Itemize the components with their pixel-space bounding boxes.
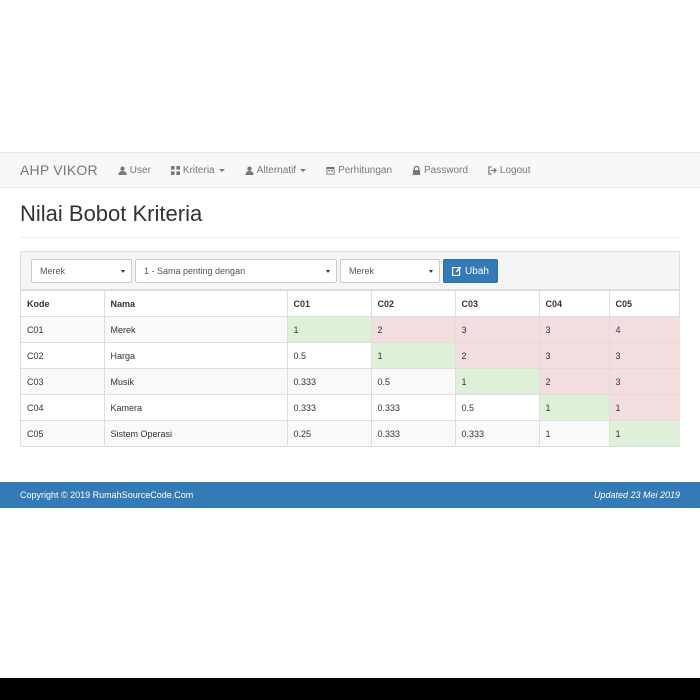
title-divider <box>20 237 680 238</box>
cell-nama: Merek <box>103 316 288 343</box>
ubah-button[interactable]: Ubah <box>443 259 498 283</box>
table-row: C04 Kamera 0.333 0.333 0.5 1 1 <box>21 394 680 421</box>
page-title: Nilai Bobot Kriteria <box>20 201 203 226</box>
nav-item-logout[interactable]: Logout <box>488 165 531 176</box>
cell-value: 1 <box>608 394 680 421</box>
nav-item-user[interactable]: User <box>118 165 151 176</box>
cell-value: 2 <box>370 316 456 343</box>
cell-value: 0.333 <box>370 420 456 447</box>
importance-select[interactable]: 1 - Sama penting dengan <box>135 259 337 283</box>
cell-kode: C04 <box>21 394 105 421</box>
grid-icon <box>170 165 180 175</box>
nav-item-kriteria[interactable]: Kriteria <box>170 164 225 176</box>
footer-copyright: Copyright © 2019 RumahSourceCode.Com <box>20 490 194 500</box>
cell-value: 3 <box>538 342 610 369</box>
column-header: C01 <box>286 290 372 317</box>
nav-item-alternatif-label: Alternatif <box>256 164 297 176</box>
nav-item-logout-label: Logout <box>499 164 531 176</box>
lock-icon <box>412 165 421 175</box>
cell-nama: Harga <box>103 342 288 369</box>
cell-value: 1 <box>286 316 372 343</box>
criteria-matrix-table: Kode Nama C01 C02 C03 C04 C05 C01 Merek … <box>21 290 680 447</box>
table-row: C05 Sistem Operasi 0.25 0.333 0.333 1 1 <box>21 420 680 447</box>
chevron-down-icon <box>429 270 433 273</box>
comparison-form: Merek 1 - Sama penting dengan Merek Ubah <box>21 252 679 290</box>
edit-icon <box>452 266 462 276</box>
footer: Copyright © 2019 RumahSourceCode.Com Upd… <box>0 482 700 508</box>
cell-value: 0.333 <box>286 368 372 395</box>
navbar: AHP VIKOR User Kriteria Alternatif Perhi… <box>0 152 700 188</box>
column-header: C03 <box>454 290 540 317</box>
calendar-icon <box>326 166 335 175</box>
cell-value: 0.5 <box>286 342 372 369</box>
importance-select-value: 1 - Sama penting dengan <box>144 266 246 276</box>
table-row: C03 Musik 0.333 0.5 1 2 3 <box>21 368 680 395</box>
table-header-row: Kode Nama C01 C02 C03 C04 C05 <box>21 290 680 317</box>
chevron-down-icon <box>300 168 307 172</box>
cell-kode: C02 <box>21 342 105 369</box>
cell-kode: C01 <box>21 316 105 343</box>
footer-updated: Updated 23 Mei 2019 <box>593 490 680 500</box>
cell-nama: Musik <box>103 368 288 395</box>
cell-nama: Kamera <box>103 394 288 421</box>
cell-value: 2 <box>538 368 610 395</box>
criteria-select-1[interactable]: Merek <box>31 259 132 283</box>
cell-value: 0.25 <box>286 420 372 447</box>
criteria-panel: Merek 1 - Sama penting dengan Merek Ubah <box>20 251 680 447</box>
criteria-select-1-value: Merek <box>40 266 66 276</box>
cell-value: 1 <box>370 342 456 369</box>
cell-value: 0.5 <box>370 368 456 395</box>
user-icon <box>118 166 127 175</box>
column-header: Nama <box>103 290 288 317</box>
nav-item-kriteria-label: Kriteria <box>182 164 215 176</box>
user-icon <box>245 166 254 175</box>
cell-nama: Sistem Operasi <box>103 420 288 447</box>
cell-value: 0.333 <box>454 420 540 447</box>
cell-value: 3 <box>538 316 610 343</box>
cell-kode: C03 <box>21 368 105 395</box>
table-row: C01 Merek 1 2 3 3 4 <box>21 316 680 343</box>
cell-value: 1 <box>538 420 610 447</box>
cell-value: 0.5 <box>454 394 540 421</box>
chevron-down-icon <box>218 168 225 172</box>
cell-value: 0.333 <box>370 394 456 421</box>
column-header: Kode <box>21 290 105 317</box>
nav-item-perhitungan[interactable]: Perhitungan <box>326 165 392 176</box>
cell-value: 3 <box>608 342 680 369</box>
chevron-down-icon <box>121 270 125 273</box>
cell-value: 1 <box>454 368 540 395</box>
criteria-select-2-value: Merek <box>349 266 375 276</box>
cell-value: 3 <box>608 368 680 395</box>
cell-value: 1 <box>608 420 680 447</box>
logout-icon <box>488 165 497 175</box>
cell-kode: C05 <box>21 420 105 447</box>
column-header: C04 <box>538 290 610 317</box>
chevron-down-icon <box>326 270 330 273</box>
cell-value: 0.333 <box>286 394 372 421</box>
column-header: C05 <box>608 290 680 317</box>
bottom-black-bar <box>0 678 700 700</box>
ubah-button-label: Ubah <box>465 265 489 277</box>
nav-item-user-label: User <box>129 164 151 176</box>
cell-value: 4 <box>608 316 680 343</box>
table-row: C02 Harga 0.5 1 2 3 3 <box>21 342 680 369</box>
criteria-select-2[interactable]: Merek <box>340 259 440 283</box>
cell-value: 2 <box>454 342 540 369</box>
navbar-brand[interactable]: AHP VIKOR <box>20 162 98 178</box>
nav-item-alternatif[interactable]: Alternatif <box>245 164 307 176</box>
nav-item-password[interactable]: Password <box>412 165 468 176</box>
nav-item-perhitungan-label: Perhitungan <box>338 164 393 176</box>
column-header: C02 <box>370 290 456 317</box>
cell-value: 3 <box>454 316 540 343</box>
cell-value: 1 <box>538 394 610 421</box>
nav-item-password-label: Password <box>424 164 468 176</box>
